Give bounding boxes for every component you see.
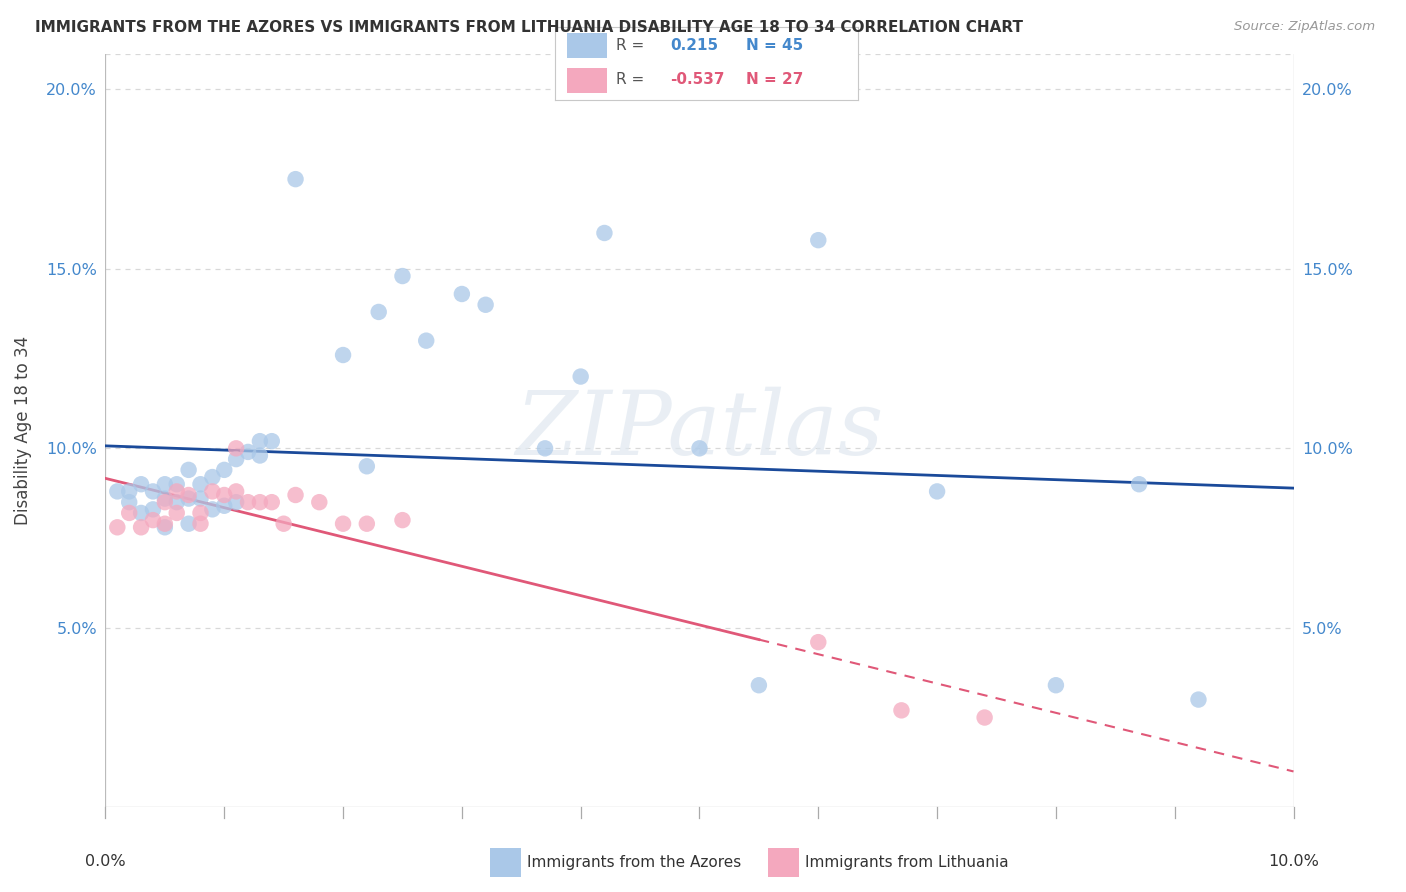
Point <box>166 477 188 491</box>
Text: Source: ZipAtlas.com: Source: ZipAtlas.com <box>1234 20 1375 33</box>
Point <box>153 516 176 531</box>
Point <box>153 491 176 506</box>
Text: ZIPatlas: ZIPatlas <box>515 387 884 474</box>
Point <box>225 484 247 499</box>
Point <box>807 635 830 649</box>
Point <box>190 491 212 506</box>
Text: IMMIGRANTS FROM THE AZORES VS IMMIGRANTS FROM LITHUANIA DISABILITY AGE 18 TO 34 : IMMIGRANTS FROM THE AZORES VS IMMIGRANTS… <box>35 20 1024 35</box>
Bar <box>489 848 520 877</box>
Point <box>391 268 413 283</box>
Point <box>260 434 283 449</box>
Point <box>225 452 247 467</box>
Point <box>973 710 995 724</box>
Point <box>225 442 247 456</box>
Point <box>260 495 283 509</box>
Point <box>214 499 236 513</box>
Y-axis label: Disability Age 18 to 34: Disability Age 18 to 34 <box>14 335 32 525</box>
Point <box>166 484 188 499</box>
Point <box>927 484 949 499</box>
Text: R =: R = <box>616 37 644 53</box>
Point <box>284 172 307 186</box>
Point <box>129 477 152 491</box>
Point <box>177 491 200 506</box>
Point <box>153 520 176 534</box>
Point <box>450 287 472 301</box>
Point <box>142 513 165 527</box>
Point <box>166 495 188 509</box>
Point <box>201 470 224 484</box>
Point <box>273 516 295 531</box>
Point <box>236 495 259 509</box>
Point <box>129 506 152 520</box>
Text: N = 27: N = 27 <box>745 72 803 87</box>
Text: -0.537: -0.537 <box>671 72 724 87</box>
Point <box>177 488 200 502</box>
Text: 0.0%: 0.0% <box>86 854 125 869</box>
Bar <box>568 68 607 93</box>
Point <box>332 348 354 362</box>
Point <box>391 513 413 527</box>
Point <box>177 516 200 531</box>
Point <box>474 298 496 312</box>
Point <box>748 678 770 692</box>
Point <box>142 484 165 499</box>
Point <box>190 506 212 520</box>
Text: 10.0%: 10.0% <box>1268 854 1319 869</box>
Point <box>356 459 378 474</box>
Point <box>105 520 128 534</box>
Point <box>166 506 188 520</box>
Point <box>1045 678 1067 692</box>
Point <box>1187 692 1209 706</box>
Point <box>308 495 330 509</box>
Text: Immigrants from the Azores: Immigrants from the Azores <box>527 855 741 870</box>
Text: R =: R = <box>616 72 644 87</box>
Point <box>214 488 236 502</box>
Point <box>118 495 141 509</box>
Text: Immigrants from Lithuania: Immigrants from Lithuania <box>806 855 1010 870</box>
Point <box>534 442 557 456</box>
Text: N = 45: N = 45 <box>745 37 803 53</box>
Point <box>177 463 200 477</box>
Point <box>214 463 236 477</box>
Point <box>593 226 616 240</box>
Text: 0.215: 0.215 <box>671 37 718 53</box>
Point <box>807 233 830 247</box>
Point <box>225 495 247 509</box>
Point <box>142 502 165 516</box>
Point <box>129 520 152 534</box>
Point <box>249 434 271 449</box>
Point <box>249 449 271 463</box>
Point <box>201 502 224 516</box>
Point <box>356 516 378 531</box>
Point <box>1128 477 1150 491</box>
Bar <box>568 33 607 58</box>
Point <box>249 495 271 509</box>
Point <box>190 516 212 531</box>
Bar <box>768 848 799 877</box>
Point <box>153 477 176 491</box>
Point <box>201 484 224 499</box>
Point <box>153 495 176 509</box>
Point <box>118 484 141 499</box>
Point <box>190 477 212 491</box>
Point <box>284 488 307 502</box>
Point <box>569 369 592 384</box>
Point <box>890 703 912 717</box>
Point <box>415 334 437 348</box>
Point <box>689 442 711 456</box>
Point <box>367 305 389 319</box>
Point <box>105 484 128 499</box>
Point <box>236 445 259 459</box>
Point <box>332 516 354 531</box>
Point <box>118 506 141 520</box>
